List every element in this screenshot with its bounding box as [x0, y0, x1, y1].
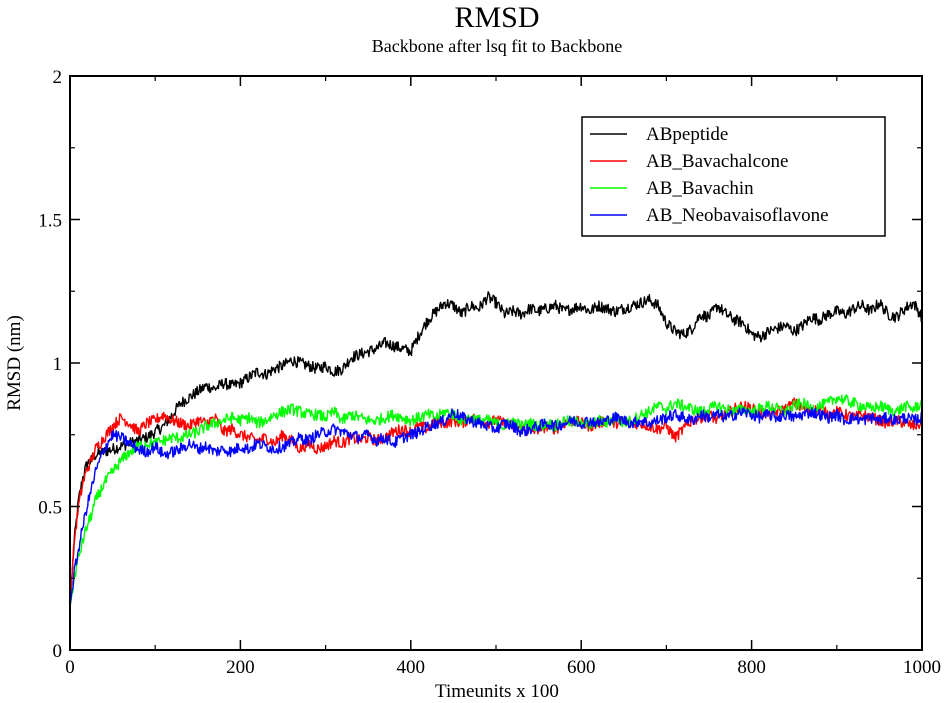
legend-label: AB_Bavachalcone — [646, 151, 788, 172]
legend: ABpeptide AB_Bavachalcone AB_Bavachin AB_Ne… — [581, 116, 886, 237]
legend-label: AB_Neobavaisoflavone — [646, 205, 829, 226]
y-tick-label: 0.5 — [38, 498, 62, 519]
x-axis-label: Timeunits x 100 — [435, 681, 559, 702]
x-tick-label: 200 — [226, 657, 255, 678]
x-tick-label: 1000 — [903, 657, 941, 678]
series-line-0 — [69, 291, 923, 607]
series-line-3 — [69, 407, 923, 608]
series-line-2 — [69, 394, 923, 608]
series-layer — [69, 291, 923, 608]
y-tick-label: 1 — [53, 354, 63, 375]
x-tick-label: 800 — [737, 657, 766, 678]
y-tick-label: 1.5 — [38, 211, 62, 232]
x-tick-label: 400 — [397, 657, 426, 678]
y-axis-label: RMSD (nm) — [4, 315, 25, 411]
legend-label: AB_Bavachin — [646, 178, 754, 199]
axes-layer: 0 200 400 600 800 1000 0 0.5 1 1.5 2 — [38, 67, 941, 678]
legend-label: ABpeptide — [646, 124, 728, 145]
x-tick-label: 0 — [65, 657, 75, 678]
series-line-1 — [69, 397, 923, 607]
y-tick-label: 0 — [53, 641, 63, 662]
y-tick-label: 2 — [53, 67, 63, 88]
chart-title: RMSD — [454, 1, 539, 34]
chart-subtitle: Backbone after lsq fit to Backbone — [372, 36, 622, 56]
legend-box — [581, 116, 886, 237]
x-tick-label: 600 — [567, 657, 596, 678]
